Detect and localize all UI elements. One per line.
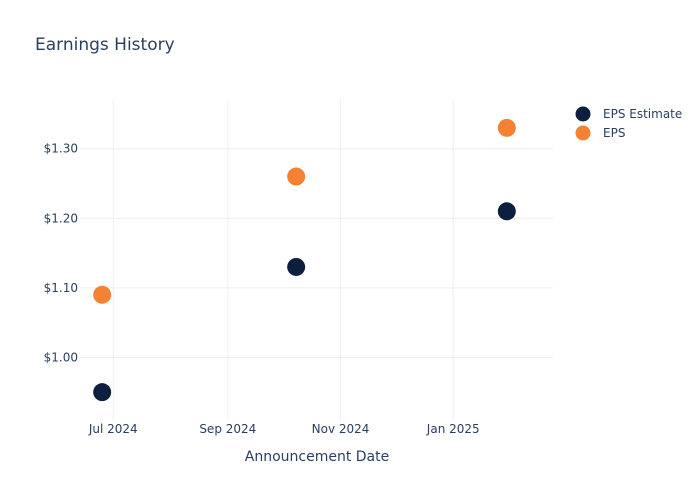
x-tick-label: Nov 2024 [312, 422, 370, 436]
y-tick-label: $1.00 [44, 350, 78, 364]
legend-marker-eps [575, 125, 591, 141]
x-axis-ticks: Jul 2024 Sep 2024 Nov 2024 Jan 2025 [88, 422, 480, 436]
chart-title: Earnings History [35, 35, 175, 55]
y-axis-ticks: $1.00 $1.10 $1.20 $1.30 [44, 142, 78, 365]
x-tick-label: Sep 2024 [199, 422, 256, 436]
eps-point [497, 118, 516, 137]
y-tick-label: $1.30 [44, 142, 78, 156]
eps-estimate-point [93, 383, 112, 402]
y-tick-label: $1.20 [44, 211, 78, 225]
eps-estimate-point [287, 257, 306, 276]
x-gridlines [112, 100, 454, 420]
data-points [93, 118, 516, 402]
x-tick-label: Jul 2024 [88, 422, 138, 436]
eps-point [93, 285, 112, 304]
legend-label-eps-estimate: EPS Estimate [603, 107, 682, 121]
legend-marker-eps-estimate [575, 106, 591, 122]
x-axis-title: Announcement Date [245, 449, 389, 465]
y-gridlines [80, 148, 553, 358]
legend-label-eps: EPS [603, 126, 625, 140]
legend: EPS Estimate EPS [575, 106, 682, 141]
eps-point [287, 167, 306, 186]
x-tick-label: Jan 2025 [426, 422, 480, 436]
eps-estimate-point [497, 202, 516, 221]
y-tick-label: $1.10 [44, 281, 78, 295]
